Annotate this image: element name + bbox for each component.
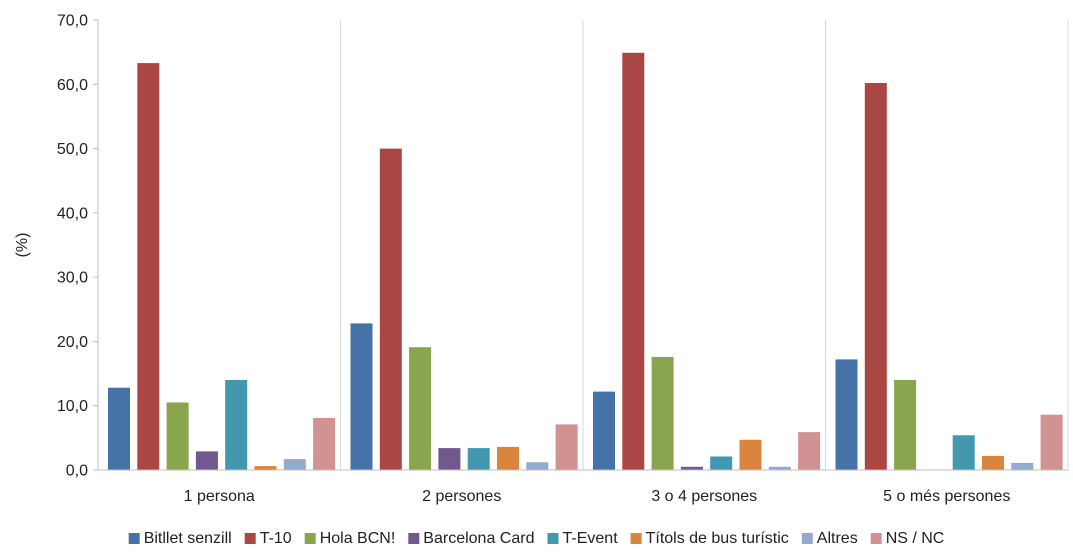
- legend-label: Títols de bus turístic: [646, 530, 789, 547]
- y-tick-label: 0,0: [66, 463, 88, 480]
- bar-5-4: [952, 435, 975, 470]
- legend-label: Bitllet senzill: [144, 530, 232, 547]
- bar-7-3: [768, 466, 791, 470]
- legend-label: T-Event: [563, 530, 619, 547]
- y-tick-label: 30,0: [57, 270, 88, 287]
- y-axis-ticks: 0,0 10,0 20,0 30,0 40,0 50,0 60,0 70,0: [57, 13, 98, 480]
- bar-7-4: [1011, 462, 1034, 470]
- x-axis-categories: 1 persona 2 persones 3 o 4 persones 5 o més…: [184, 488, 1011, 505]
- bar-7-1: [283, 459, 306, 470]
- bar-1-1: [108, 387, 130, 470]
- bar-2-3: [622, 52, 645, 471]
- bar-8-3: [798, 432, 821, 470]
- bar-4-1: [195, 451, 218, 470]
- y-tick-label: 40,0: [57, 205, 88, 222]
- bar-5-3: [710, 456, 733, 470]
- legend-item: Hola BCN!: [304, 530, 396, 547]
- legend-label: Altres: [817, 530, 858, 547]
- bar-6-3: [739, 439, 762, 470]
- bar-8-4: [1040, 414, 1063, 470]
- bar-8-2: [555, 424, 578, 470]
- chart-axes: [97, 20, 1068, 471]
- legend-item: NS / NC: [870, 530, 945, 547]
- bar-2-1: [137, 63, 160, 470]
- bar-1-4: [835, 359, 858, 470]
- y-axis-title: (%): [14, 233, 31, 258]
- bar-7-2: [526, 462, 549, 470]
- legend-item: Títols de bus turístic: [630, 530, 789, 547]
- x-category-label: 5 o més persones: [883, 488, 1010, 505]
- legend-swatch: [304, 533, 316, 544]
- legend-label: T-10: [260, 530, 292, 547]
- chart-legend: Bitllet senzill T-10 Hola BCN! Barcelona Ca…: [128, 530, 945, 547]
- x-category-label: 3 o 4 persones: [651, 488, 757, 505]
- legend-swatch: [244, 533, 256, 544]
- legend-label: Barcelona Card: [423, 530, 534, 547]
- legend-label: NS / NC: [886, 530, 945, 547]
- legend-item: Bitllet senzill: [128, 530, 232, 547]
- y-tick-label: 70,0: [57, 13, 88, 30]
- bar-1-3: [593, 391, 615, 470]
- bar-2-2: [379, 148, 402, 470]
- y-tick-label: 50,0: [57, 141, 88, 158]
- legend-swatch: [408, 533, 420, 544]
- bar-3-2: [409, 347, 432, 470]
- bar-3-3: [651, 356, 674, 470]
- y-tick-label: 20,0: [57, 334, 88, 351]
- bar-3-4: [894, 380, 917, 470]
- legend-item: T-Event: [547, 530, 619, 547]
- bar-1-2: [350, 323, 373, 470]
- y-tick-label: 10,0: [57, 398, 88, 415]
- legend-label: Hola BCN!: [320, 530, 396, 547]
- legend-swatch: [547, 533, 559, 544]
- legend-swatch: [630, 533, 642, 544]
- bar-4-3: [680, 466, 703, 470]
- chart-bars: [108, 52, 1063, 471]
- bar-5-2: [467, 448, 490, 470]
- bar-6-4: [982, 455, 1004, 470]
- legend-item: T-10: [244, 530, 292, 547]
- bar-4-2: [438, 448, 461, 470]
- bar-8-1: [313, 417, 336, 470]
- legend-item: Altres: [801, 530, 858, 547]
- legend-swatch: [128, 533, 140, 544]
- bar-5-1: [225, 380, 248, 470]
- bar-3-1: [166, 402, 189, 470]
- x-category-label: 2 persones: [422, 488, 501, 505]
- bar-2-4: [864, 83, 887, 470]
- legend-item: Barcelona Card: [408, 530, 534, 547]
- legend-swatch: [870, 533, 882, 544]
- chart-grid: [340, 20, 1069, 470]
- bar-6-2: [497, 446, 519, 470]
- x-category-label: 1 persona: [184, 488, 255, 505]
- legend-swatch: [801, 533, 813, 544]
- bar-6-1: [254, 466, 277, 470]
- y-tick-label: 60,0: [57, 77, 88, 94]
